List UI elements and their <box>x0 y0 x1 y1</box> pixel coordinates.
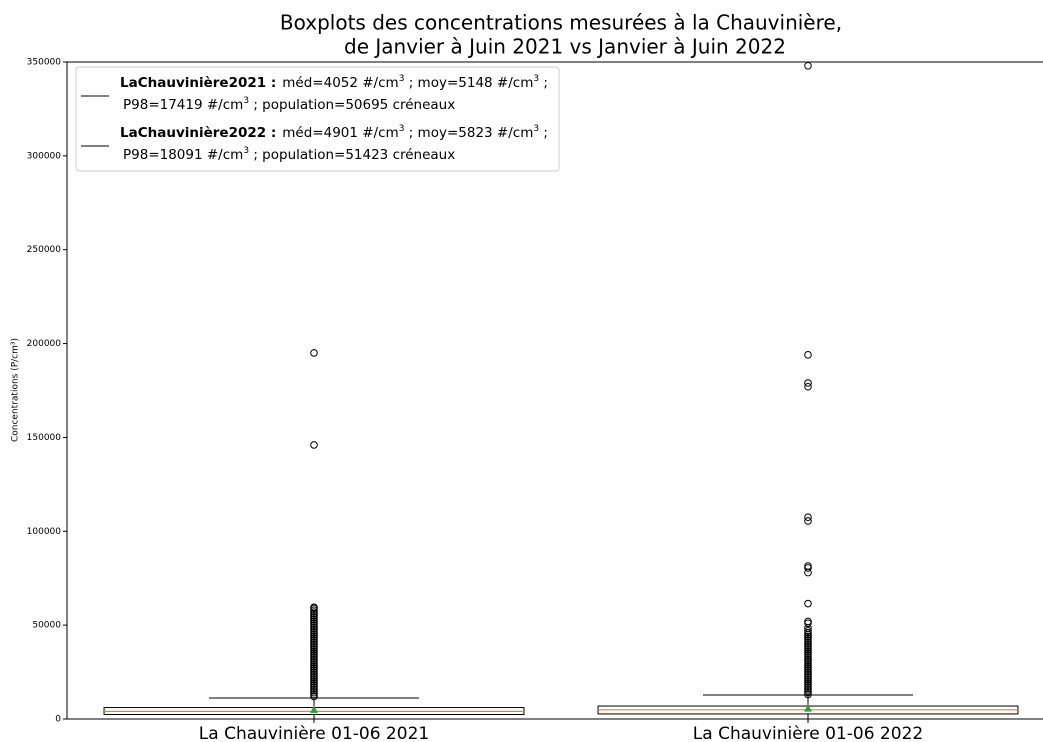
chart-title: de Janvier à Juin 2021 vs Janvier à Juin… <box>344 35 786 59</box>
y-tick-label: 200000 <box>27 339 62 349</box>
legend-superscript: 3 <box>533 124 539 134</box>
outlier <box>804 61 812 70</box>
legend-stat: ; population=50695 créneaux <box>249 97 455 113</box>
legend-stat: P98=17419 #/cm <box>123 97 243 113</box>
outlier <box>310 441 318 449</box>
legend-text: P98=18091 #/cm3 ; population=51423 créne… <box>123 146 455 164</box>
outlier <box>804 617 812 626</box>
legend-series-name: LaChauvinière2022 : <box>120 125 276 141</box>
legend-series-name: LaChauvinière2021 : <box>120 75 276 91</box>
chart-title: Boxplots des concentrations mesurées à l… <box>280 11 842 35</box>
mean-marker <box>804 704 812 712</box>
outlier <box>804 379 812 387</box>
y-tick-label: 0 <box>55 715 61 725</box>
plot-frame <box>66 61 1043 720</box>
outlier <box>804 382 812 391</box>
y-tick-label: 350000 <box>27 58 62 68</box>
y-tick-label: 100000 <box>27 527 62 537</box>
outlier <box>804 562 812 570</box>
y-tick-label: 50000 <box>32 621 61 631</box>
legend-stat: méd=4901 #/cm <box>282 125 398 141</box>
legend-stat: ; <box>539 125 548 141</box>
legend-stat: P98=18091 #/cm <box>123 147 243 163</box>
legend-superscript: 3 <box>399 74 405 84</box>
mean-marker <box>310 705 318 713</box>
outlier <box>804 599 812 608</box>
legend-stat: ; population=51423 créneaux <box>249 147 455 163</box>
legend-text: LaChauvinière2022 : méd=4901 #/cm3 ; moy=… <box>120 124 548 142</box>
legend-stat: méd=4052 #/cm <box>282 75 398 91</box>
legend-superscript: 3 <box>243 146 249 156</box>
outlier <box>310 349 318 357</box>
legend-stat: ; moy=5148 #/cm <box>404 75 533 91</box>
x-tick-label: La Chauvinière 01-06 2022 <box>693 724 923 742</box>
legend-superscript: 3 <box>533 74 539 84</box>
y-axis-label: Concentrations (P/cm³) <box>11 338 21 442</box>
legend-text: LaChauvinière2021 : méd=4052 #/cm3 ; moy=… <box>120 74 548 92</box>
legend-box <box>75 66 560 172</box>
outlier <box>804 626 812 635</box>
legend-superscript: 3 <box>243 96 249 106</box>
outlier <box>804 517 812 525</box>
outlier <box>310 603 318 612</box>
legend-stat: ; <box>539 75 548 91</box>
x-tick-label: La Chauvinière 01-06 2021 <box>199 724 429 742</box>
legend-stat: ; moy=5823 #/cm <box>404 125 533 141</box>
outlier <box>804 351 812 359</box>
y-tick-label: 250000 <box>27 245 62 255</box>
legend-superscript: 3 <box>399 124 405 134</box>
outlier <box>804 513 812 522</box>
y-tick-label: 300000 <box>27 151 62 161</box>
y-tick-label: 150000 <box>27 433 62 443</box>
legend-text: P98=17419 #/cm3 ; population=50695 créne… <box>123 96 455 114</box>
